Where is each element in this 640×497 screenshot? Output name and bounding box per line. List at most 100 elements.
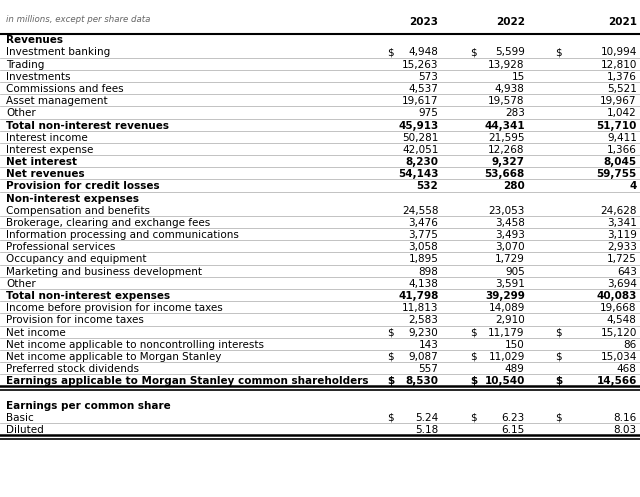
Text: 19,967: 19,967 xyxy=(600,96,637,106)
Text: 21,595: 21,595 xyxy=(488,133,525,143)
Text: 643: 643 xyxy=(617,267,637,277)
Text: 8,230: 8,230 xyxy=(405,157,438,167)
Text: 6.15: 6.15 xyxy=(502,425,525,435)
Text: 5.24: 5.24 xyxy=(415,413,438,423)
Text: 24,558: 24,558 xyxy=(402,206,438,216)
Text: 11,179: 11,179 xyxy=(488,328,525,337)
Text: 13,928: 13,928 xyxy=(488,60,525,70)
Text: $: $ xyxy=(387,48,394,58)
Text: $: $ xyxy=(470,376,477,386)
Text: Information processing and communications: Information processing and communication… xyxy=(6,230,239,240)
Text: 4,548: 4,548 xyxy=(607,316,637,326)
Text: 3,591: 3,591 xyxy=(495,279,525,289)
Text: 19,578: 19,578 xyxy=(488,96,525,106)
Text: 1,729: 1,729 xyxy=(495,254,525,264)
Text: $: $ xyxy=(556,352,562,362)
Text: 8,045: 8,045 xyxy=(604,157,637,167)
Text: $: $ xyxy=(556,376,563,386)
Text: 59,755: 59,755 xyxy=(596,169,637,179)
Text: 10,540: 10,540 xyxy=(484,376,525,386)
Text: 15,120: 15,120 xyxy=(600,328,637,337)
Text: Interest income: Interest income xyxy=(6,133,88,143)
Text: Compensation and benefits: Compensation and benefits xyxy=(6,206,150,216)
Text: 8.16: 8.16 xyxy=(614,413,637,423)
Text: 14,566: 14,566 xyxy=(596,376,637,386)
Text: Non-interest expenses: Non-interest expenses xyxy=(6,194,140,204)
Text: 39,299: 39,299 xyxy=(485,291,525,301)
Text: Net interest: Net interest xyxy=(6,157,77,167)
Text: Provision for credit losses: Provision for credit losses xyxy=(6,181,160,191)
Text: 532: 532 xyxy=(417,181,438,191)
Text: 8,530: 8,530 xyxy=(405,376,438,386)
Text: Diluted: Diluted xyxy=(6,425,44,435)
Text: 40,083: 40,083 xyxy=(596,291,637,301)
Text: Net income applicable to Morgan Stanley: Net income applicable to Morgan Stanley xyxy=(6,352,222,362)
Text: $: $ xyxy=(387,413,394,423)
Text: 5.18: 5.18 xyxy=(415,425,438,435)
Text: 9,230: 9,230 xyxy=(409,328,438,337)
Text: 150: 150 xyxy=(505,340,525,350)
Text: 283: 283 xyxy=(505,108,525,118)
Text: 280: 280 xyxy=(503,181,525,191)
Text: Trading: Trading xyxy=(6,60,45,70)
Text: Preferred stock dividends: Preferred stock dividends xyxy=(6,364,140,374)
Text: Net income applicable to noncontrolling interests: Net income applicable to noncontrolling … xyxy=(6,340,264,350)
Text: 51,710: 51,710 xyxy=(596,121,637,131)
Text: 905: 905 xyxy=(505,267,525,277)
Text: 19,668: 19,668 xyxy=(600,303,637,313)
Text: Earnings per common share: Earnings per common share xyxy=(6,401,171,411)
Text: Occupancy and equipment: Occupancy and equipment xyxy=(6,254,147,264)
Text: 15: 15 xyxy=(511,72,525,82)
Text: 3,694: 3,694 xyxy=(607,279,637,289)
Text: Asset management: Asset management xyxy=(6,96,108,106)
Text: 41,798: 41,798 xyxy=(398,291,438,301)
Text: 468: 468 xyxy=(617,364,637,374)
Text: 6.23: 6.23 xyxy=(502,413,525,423)
Text: 15,263: 15,263 xyxy=(402,60,438,70)
Text: 12,268: 12,268 xyxy=(488,145,525,155)
Text: 4,138: 4,138 xyxy=(408,279,438,289)
Text: $: $ xyxy=(387,352,394,362)
Text: Provision for income taxes: Provision for income taxes xyxy=(6,316,144,326)
Text: 975: 975 xyxy=(419,108,438,118)
Text: 86: 86 xyxy=(623,340,637,350)
Text: Professional services: Professional services xyxy=(6,243,116,252)
Text: 3,476: 3,476 xyxy=(408,218,438,228)
Text: 45,913: 45,913 xyxy=(398,121,438,131)
Text: 4,948: 4,948 xyxy=(408,48,438,58)
Text: 3,775: 3,775 xyxy=(408,230,438,240)
Text: 3,493: 3,493 xyxy=(495,230,525,240)
Text: 1,376: 1,376 xyxy=(607,72,637,82)
Text: 1,042: 1,042 xyxy=(607,108,637,118)
Text: Earnings applicable to Morgan Stanley common shareholders: Earnings applicable to Morgan Stanley co… xyxy=(6,376,369,386)
Text: 50,281: 50,281 xyxy=(402,133,438,143)
Text: 23,053: 23,053 xyxy=(488,206,525,216)
Text: Net revenues: Net revenues xyxy=(6,169,85,179)
Text: 3,070: 3,070 xyxy=(495,243,525,252)
Text: 14,089: 14,089 xyxy=(488,303,525,313)
Text: Brokerage, clearing and exchange fees: Brokerage, clearing and exchange fees xyxy=(6,218,211,228)
Text: Income before provision for income taxes: Income before provision for income taxes xyxy=(6,303,223,313)
Text: Investments: Investments xyxy=(6,72,71,82)
Text: 53,668: 53,668 xyxy=(484,169,525,179)
Text: 10,994: 10,994 xyxy=(600,48,637,58)
Text: 54,143: 54,143 xyxy=(398,169,438,179)
Text: 11,029: 11,029 xyxy=(488,352,525,362)
Text: 3,058: 3,058 xyxy=(409,243,438,252)
Text: Other: Other xyxy=(6,279,36,289)
Text: Basic: Basic xyxy=(6,413,34,423)
Text: 1,366: 1,366 xyxy=(607,145,637,155)
Text: $: $ xyxy=(387,328,394,337)
Text: $: $ xyxy=(556,328,562,337)
Text: 15,034: 15,034 xyxy=(600,352,637,362)
Text: $: $ xyxy=(470,413,477,423)
Text: 2023: 2023 xyxy=(410,17,438,27)
Text: $: $ xyxy=(470,352,477,362)
Text: 489: 489 xyxy=(505,364,525,374)
Text: 9,087: 9,087 xyxy=(409,352,438,362)
Text: Marketing and business development: Marketing and business development xyxy=(6,267,202,277)
Text: 44,341: 44,341 xyxy=(484,121,525,131)
Text: Investment banking: Investment banking xyxy=(6,48,111,58)
Text: Total non-interest revenues: Total non-interest revenues xyxy=(6,121,170,131)
Text: 3,119: 3,119 xyxy=(607,230,637,240)
